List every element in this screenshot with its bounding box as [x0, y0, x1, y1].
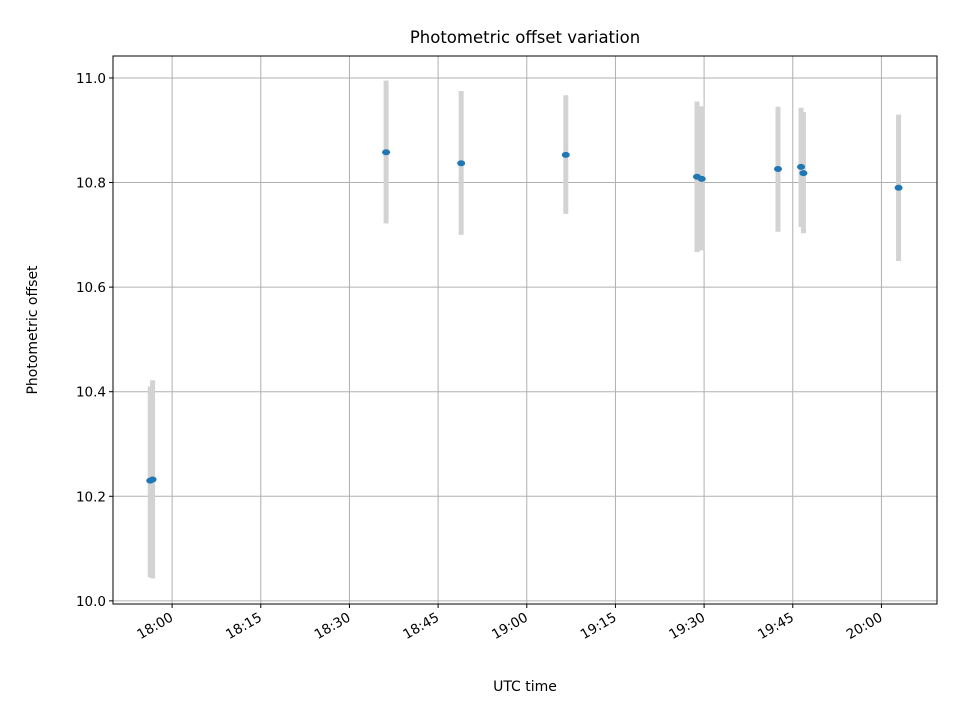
x-axis-label: UTC time [493, 679, 557, 695]
marks [146, 80, 903, 579]
ticks: 18:00 18:15 18:30 18:45 19:00 19:15 19:30 19:45… [76, 71, 885, 643]
data-point [457, 160, 466, 167]
grid [113, 56, 937, 604]
x-tick-label: 18:45 [400, 610, 442, 643]
y-tick-label: 10.6 [76, 280, 106, 296]
data-point [799, 170, 808, 177]
data-point [697, 175, 706, 182]
data-point [797, 163, 806, 170]
data-point [773, 165, 782, 172]
data-point [894, 184, 903, 191]
x-tick-label: 18:15 [223, 610, 265, 643]
data-point [148, 476, 157, 483]
x-tick-label: 19:00 [489, 610, 531, 643]
y-tick-label: 10.0 [76, 594, 106, 610]
data-point [561, 151, 570, 158]
x-tick-label: 18:30 [312, 610, 354, 643]
plot-frame [112, 55, 938, 605]
y-axis-label: Photometric offset [25, 265, 41, 395]
x-tick-label: 20:00 [844, 610, 886, 643]
x-tick-label: 19:30 [666, 610, 708, 643]
y-tick-label: 10.4 [76, 385, 106, 401]
y-tick-label: 10.8 [76, 176, 106, 192]
x-tick-label: 19:15 [578, 610, 620, 643]
y-tick-label: 11.0 [76, 71, 106, 87]
x-tick-label: 18:00 [134, 610, 176, 643]
data-point [382, 149, 391, 156]
y-tick-label: 10.2 [76, 489, 106, 505]
chart-title: Photometric offset variation [410, 28, 640, 47]
x-tick-label: 19:45 [755, 610, 797, 643]
